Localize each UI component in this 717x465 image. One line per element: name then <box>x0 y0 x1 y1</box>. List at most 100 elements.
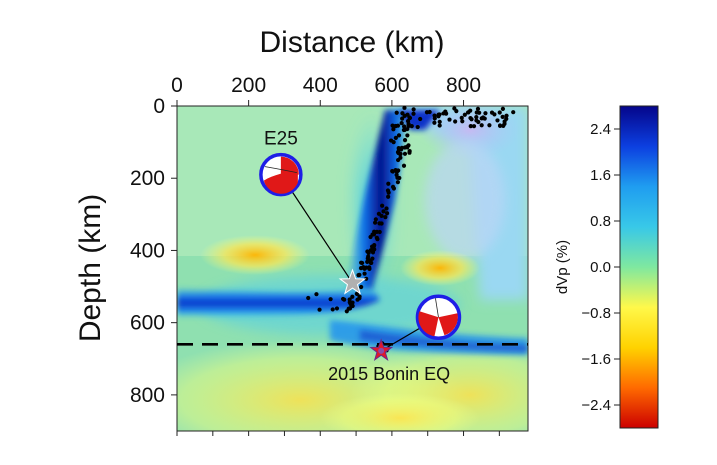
e25-star-icon <box>338 268 367 295</box>
earthquake-dot <box>415 124 420 130</box>
earthquake-dot <box>349 303 354 308</box>
e25-beachball-icon <box>259 152 303 197</box>
earthquake-dot <box>384 211 390 216</box>
earthquake-dot <box>390 169 396 174</box>
e25-label: E25 <box>264 129 298 150</box>
earthquake-dot <box>475 106 481 111</box>
earthquake-dot <box>306 295 311 301</box>
earthquake-dot <box>391 186 397 191</box>
earthquake-dot <box>487 123 492 128</box>
earthquake-dot <box>418 116 423 122</box>
y-tick-label: 600 <box>130 312 165 335</box>
earthquake-dot <box>396 133 402 138</box>
earthquake-dot <box>364 276 369 281</box>
earthquake-dot <box>441 111 446 116</box>
earthquake-dot <box>390 123 395 128</box>
earthquake-dot <box>400 116 405 121</box>
earthquake-dot <box>500 114 505 119</box>
earthquake-dot <box>381 209 386 214</box>
earthquake-dot <box>504 116 509 121</box>
earthquake-dot <box>432 120 437 125</box>
earthquake-dot <box>474 114 479 120</box>
earthquake-dot <box>394 110 399 115</box>
earthquake-dot <box>459 115 464 121</box>
earthquake-dot <box>399 120 404 126</box>
earthquake-dot <box>452 106 457 111</box>
earthquake-dot <box>377 229 382 235</box>
y-tick-label: 0 <box>153 95 165 118</box>
earthquake-dot <box>394 169 399 175</box>
earthquake-dot <box>460 119 465 124</box>
earthquake-dot <box>501 123 506 128</box>
colorbar-tick-label: 1.6 <box>590 167 611 184</box>
earthquake-dot <box>447 117 452 122</box>
earthquake-dot <box>396 150 401 156</box>
earthquake-dot <box>367 266 372 271</box>
earthquake-dot <box>406 143 411 148</box>
earthquake-dot <box>399 147 404 152</box>
x-axis-title: Distance (km) <box>259 26 444 59</box>
earthquake-dot <box>402 151 408 156</box>
colorbar-tick-label: −1.6 <box>581 351 611 368</box>
colorbar-tick-label: −0.8 <box>581 305 611 322</box>
earthquake-dot <box>401 127 407 133</box>
earthquake-dot <box>396 157 401 163</box>
y-axis: 0 200 400 600 800 <box>130 95 177 407</box>
x-tick-label: 600 <box>374 74 409 97</box>
earthquake-dot <box>479 123 484 128</box>
colorbar-tick-label: 0.8 <box>590 213 611 230</box>
x-tick-label: 0 <box>171 74 183 97</box>
y-axis-title: Depth (km) <box>74 194 107 342</box>
earthquake-dot <box>437 119 442 124</box>
earthquake-dot <box>468 124 473 129</box>
colorbar-tick-label: −2.4 <box>581 397 611 414</box>
bonin-star-icon <box>369 338 394 361</box>
earthquake-dot <box>380 203 385 208</box>
earthquake-dot <box>377 221 382 226</box>
earthquake-dot <box>369 260 374 265</box>
colorbar-ticks: 2.4 1.6 0.8 0.0 −0.8 −1.6 −2.4 <box>581 121 620 414</box>
x-tick-label: 200 <box>231 74 266 97</box>
earthquake-dot <box>480 115 486 120</box>
earthquake-dot <box>424 110 430 115</box>
y-tick-label: 200 <box>130 167 165 190</box>
x-tick-label: 800 <box>446 74 481 97</box>
y-tick-label: 800 <box>130 384 165 407</box>
earthquake-dot <box>361 265 366 270</box>
earthquake-dot <box>405 119 411 124</box>
earthquake-dot <box>468 115 473 121</box>
earthquake-dot <box>405 133 410 138</box>
earthquake-dot <box>405 112 410 117</box>
earthquake-dot <box>497 110 502 115</box>
earthquake-dot <box>347 300 352 305</box>
earthquake-dot <box>492 112 497 117</box>
earthquake-dot <box>498 123 503 128</box>
earthquake-dot <box>483 111 488 116</box>
earthquake-dot <box>495 118 500 123</box>
earthquake-dot <box>511 110 516 115</box>
bonin-beachball-icon <box>415 294 462 340</box>
earthquake-dot <box>395 180 400 185</box>
earthquake-dot <box>471 124 477 129</box>
earthquake-dot <box>401 163 407 168</box>
earthquake-dot <box>395 123 401 128</box>
earthquake-dot <box>411 111 416 116</box>
earthquake-dot <box>328 297 333 302</box>
earthquake-dot <box>391 127 396 132</box>
earthquake-dot <box>354 291 359 296</box>
earthquake-dot <box>314 292 319 297</box>
x-tick-label: 400 <box>303 74 338 97</box>
colorbar <box>619 105 659 429</box>
earthquake-dot <box>334 306 340 311</box>
earthquake-dot <box>466 110 471 115</box>
colorbar-title: dVp (%) <box>554 240 571 294</box>
earthquake-dot <box>359 284 364 290</box>
earthquake-dot <box>476 119 481 125</box>
earthquake-dot <box>393 135 398 141</box>
earthquake-dot <box>407 150 412 155</box>
earthquake-dot <box>402 105 407 110</box>
earthquake-dot <box>357 296 362 301</box>
earthquake-dot <box>366 250 371 256</box>
colorbar-tick-label: 2.4 <box>590 121 611 138</box>
bonin-eq-label: 2015 Bonin EQ <box>328 364 450 384</box>
